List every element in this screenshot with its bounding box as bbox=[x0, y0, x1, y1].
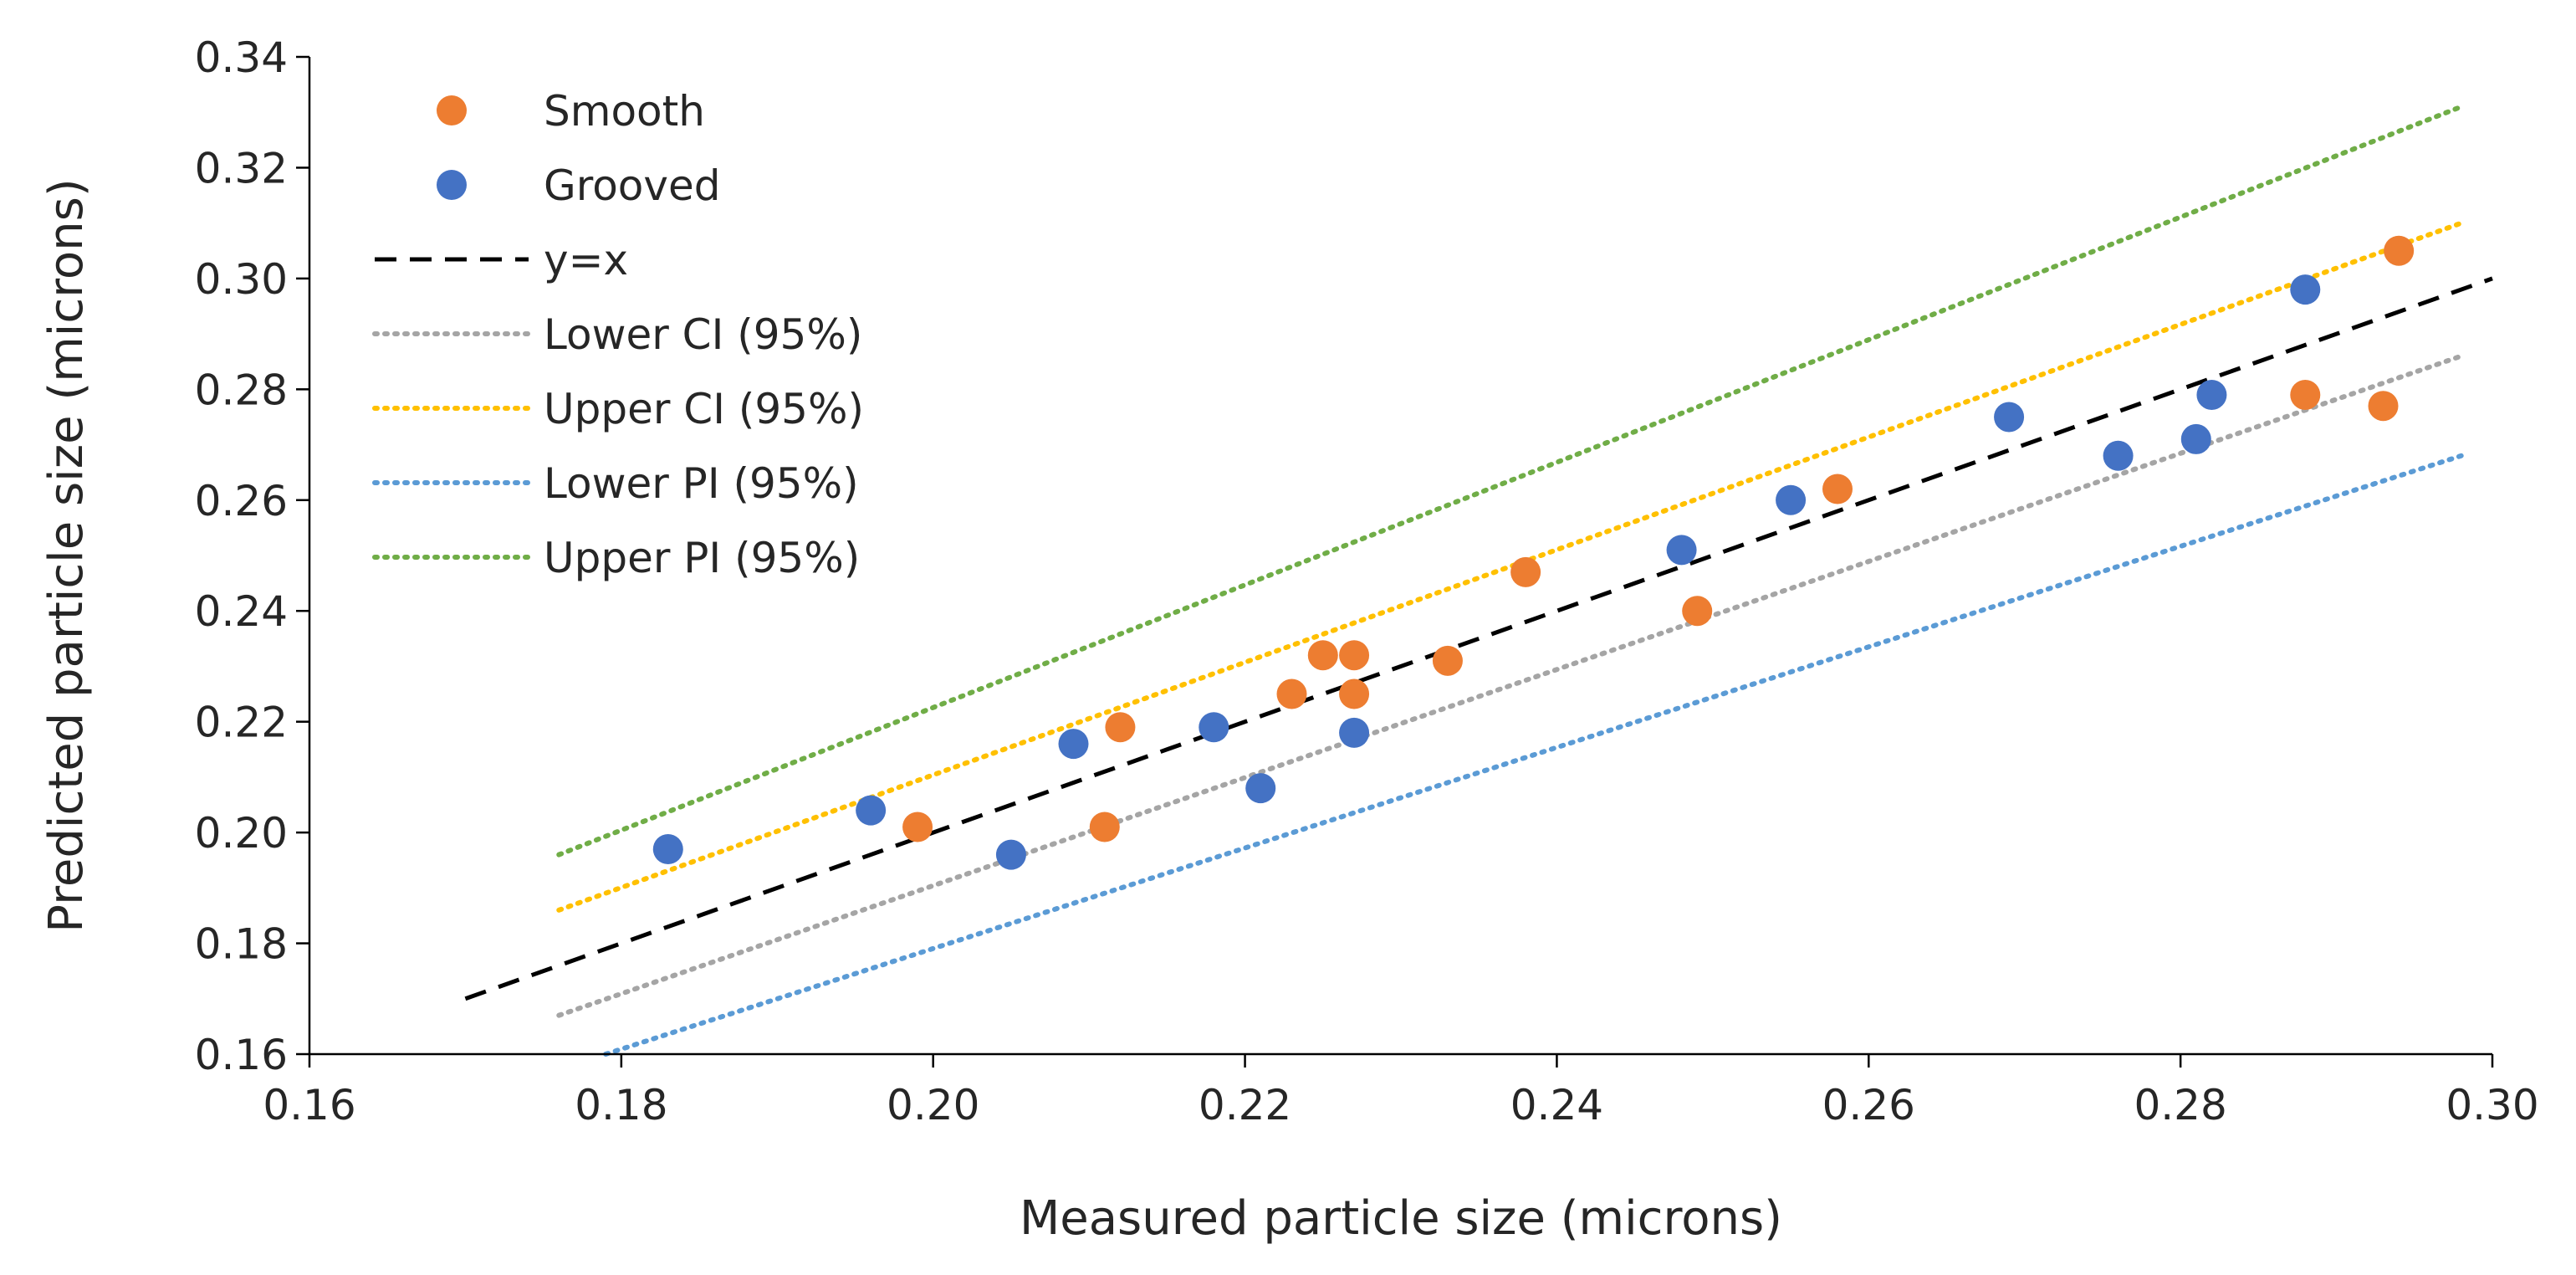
smooth-data-point bbox=[1307, 640, 1338, 671]
grooved-data-point bbox=[1199, 712, 1229, 743]
x-tick-label: 0.18 bbox=[575, 1081, 667, 1129]
legend-label-upper-ci-95: Upper CI (95%) bbox=[544, 385, 864, 433]
legend: Smooth Grooved y=x Lower CI (95%) Upper CI (… bbox=[372, 87, 864, 582]
smooth-data-point bbox=[1339, 640, 1370, 671]
y-tick-label: 0.32 bbox=[195, 144, 288, 192]
x-axis-label: Measured particle size (microns) bbox=[1020, 1191, 1782, 1246]
x-tick-label: 0.22 bbox=[1199, 1081, 1291, 1129]
smooth-data-point bbox=[1339, 678, 1370, 709]
series-line-lower-ci-95 bbox=[556, 353, 2464, 1018]
grooved-data-point bbox=[1666, 535, 1697, 566]
y-tick-label: 0.24 bbox=[195, 587, 288, 636]
legend-marker-grooved bbox=[437, 170, 467, 200]
smooth-data-point bbox=[1510, 556, 1541, 587]
series-line-y-x bbox=[464, 276, 2493, 1001]
y-tick-label: 0.28 bbox=[195, 366, 288, 414]
grooved-data-point bbox=[1776, 484, 1807, 515]
x-tick-label: 0.26 bbox=[1822, 1081, 1915, 1129]
smooth-data-point bbox=[2368, 391, 2399, 422]
x-tick-label: 0.20 bbox=[887, 1081, 979, 1129]
y-tick-label: 0.22 bbox=[195, 699, 288, 747]
legend-label-y-x: y=x bbox=[544, 236, 628, 284]
legend-label-smooth: Smooth bbox=[544, 87, 705, 136]
plot-layer bbox=[464, 104, 2493, 1057]
x-tick-label: 0.28 bbox=[2134, 1081, 2226, 1129]
grooved-data-point bbox=[995, 839, 1026, 870]
x-tick-label: 0.24 bbox=[1510, 1081, 1603, 1129]
legend-label-lower-ci-95: Lower CI (95%) bbox=[544, 310, 862, 359]
grooved-data-point bbox=[1994, 402, 2025, 433]
legend-label-lower-pi-95: Lower PI (95%) bbox=[544, 459, 859, 508]
grooved-data-point bbox=[2290, 274, 2321, 305]
grooved-data-point bbox=[652, 833, 683, 864]
series-line-upper-pi-95 bbox=[556, 104, 2464, 858]
legend-marker-smooth bbox=[437, 95, 467, 125]
smooth-data-point bbox=[2290, 379, 2321, 410]
legend-label-upper-pi-95: Upper PI (95%) bbox=[544, 534, 860, 582]
smooth-data-point bbox=[1822, 474, 1853, 504]
smooth-data-point bbox=[1089, 812, 1120, 842]
series-line-lower-pi-95 bbox=[603, 453, 2464, 1057]
x-tick-label: 0.16 bbox=[263, 1081, 355, 1129]
y-tick-label: 0.18 bbox=[195, 920, 288, 969]
smooth-data-point bbox=[1276, 678, 1307, 709]
smooth-data-point bbox=[902, 812, 933, 842]
smooth-data-point bbox=[1432, 645, 1463, 676]
grooved-data-point bbox=[2180, 423, 2211, 454]
y-tick-label: 0.26 bbox=[195, 477, 288, 525]
grooved-data-point bbox=[856, 795, 887, 826]
grooved-data-point bbox=[1245, 773, 1276, 804]
axes-layer: 0.16 0.18 0.20 0.22 0.24 0.26 0.28 0.30 0.32 0.34… bbox=[195, 33, 2539, 1129]
series-line-upper-ci-95 bbox=[556, 220, 2464, 913]
y-tick-label: 0.16 bbox=[195, 1031, 288, 1079]
smooth-data-point bbox=[2384, 235, 2415, 266]
grooved-data-point bbox=[1058, 729, 1089, 760]
y-tick-label: 0.20 bbox=[195, 809, 288, 858]
legend-label-grooved: Grooved bbox=[544, 161, 720, 210]
y-tick-label: 0.30 bbox=[195, 255, 288, 304]
smooth-data-point bbox=[1682, 596, 1713, 627]
grooved-data-point bbox=[2196, 379, 2227, 410]
y-tick-label: 0.34 bbox=[195, 33, 288, 82]
grooved-data-point bbox=[1339, 717, 1370, 748]
smooth-data-point bbox=[1105, 712, 1136, 743]
x-tick-label: 0.30 bbox=[2446, 1081, 2538, 1129]
grooved-data-point bbox=[2103, 440, 2134, 471]
y-axis-label: Predicted particle size (microns) bbox=[39, 178, 94, 932]
